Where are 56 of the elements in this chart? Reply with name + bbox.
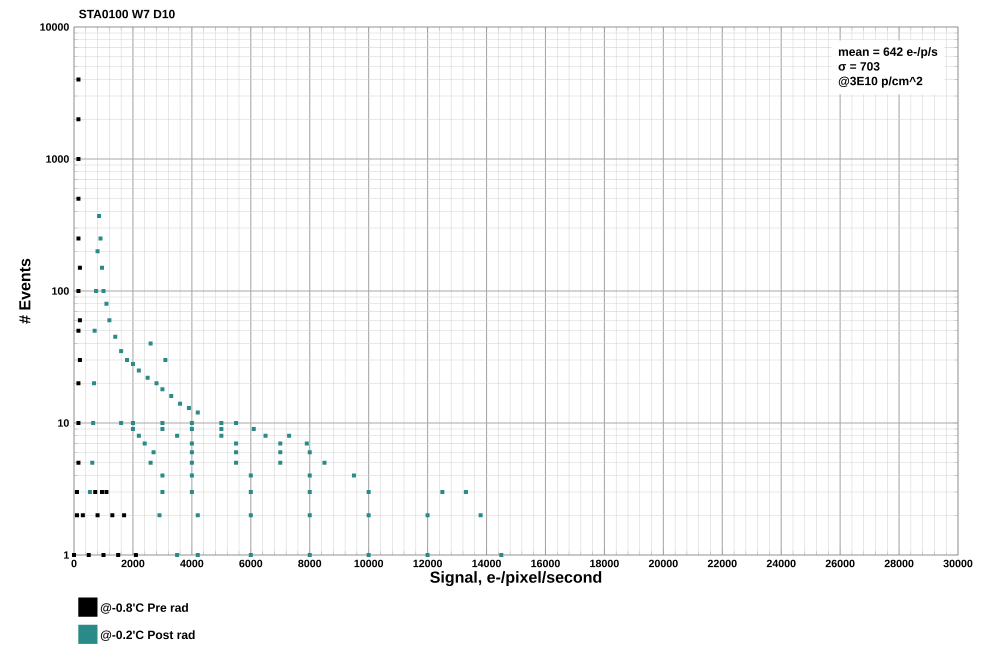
x-tick-label: 16000 <box>531 560 560 568</box>
y-tick-label: 10 <box>58 419 69 427</box>
point <box>96 513 100 518</box>
x-tick-label: 4000 <box>180 560 204 568</box>
x-tick-label: 22000 <box>708 560 737 568</box>
x-axis-title: Signal, e-/pixel/second <box>430 571 602 586</box>
x-tick-label: 28000 <box>884 560 914 568</box>
point <box>76 460 80 465</box>
point <box>76 288 80 293</box>
point <box>76 156 80 161</box>
legend-label: @-0.8'C Pre rad <box>100 603 188 614</box>
point <box>110 513 114 518</box>
point <box>116 552 120 557</box>
point <box>76 328 80 333</box>
chart-title: STA0100 W7 D10 <box>79 10 175 18</box>
point <box>76 78 80 82</box>
point <box>74 513 79 518</box>
legend-label: @-0.2'C Post rad <box>100 630 195 641</box>
point <box>101 552 106 557</box>
point <box>93 490 98 494</box>
x-tick-label: 8000 <box>298 560 322 568</box>
point <box>122 513 126 518</box>
point <box>76 236 80 240</box>
x-tick-label: 24000 <box>766 560 796 568</box>
point <box>74 490 79 494</box>
x-tick-label: 26000 <box>826 560 855 568</box>
point <box>76 117 80 122</box>
y-tick-label: 1000 <box>46 155 69 163</box>
point <box>86 552 91 557</box>
annotation: σ = 703 <box>838 62 880 71</box>
x-tick-label: 0 <box>71 560 77 568</box>
x-tick-label: 2000 <box>121 560 144 568</box>
y-tick-label: 10000 <box>40 23 69 31</box>
y-axis-title: # Events <box>19 258 30 324</box>
point <box>78 318 82 322</box>
point <box>76 420 80 425</box>
x-tick-label: 10000 <box>354 560 384 568</box>
x-tick-label: 30000 <box>943 560 972 568</box>
point <box>100 490 104 494</box>
point <box>76 196 80 201</box>
point <box>78 358 82 362</box>
annotation: @3E10 p/cm^2 <box>838 76 922 88</box>
x-tick-label: 12000 <box>413 560 442 568</box>
annotation: mean = 642 e-/p/s <box>838 47 938 58</box>
x-tick-label: 6000 <box>239 560 262 568</box>
point <box>134 552 138 557</box>
point <box>72 552 76 557</box>
point <box>80 513 85 518</box>
x-tick-label: 14000 <box>472 560 501 568</box>
y-tick-label: 100 <box>52 287 69 295</box>
y-tick-label: 1 <box>64 551 69 559</box>
x-tick-label: 18000 <box>590 560 619 568</box>
point <box>76 381 80 386</box>
x-tick-label: 20000 <box>648 560 678 568</box>
point <box>104 490 108 494</box>
point <box>78 266 82 270</box>
